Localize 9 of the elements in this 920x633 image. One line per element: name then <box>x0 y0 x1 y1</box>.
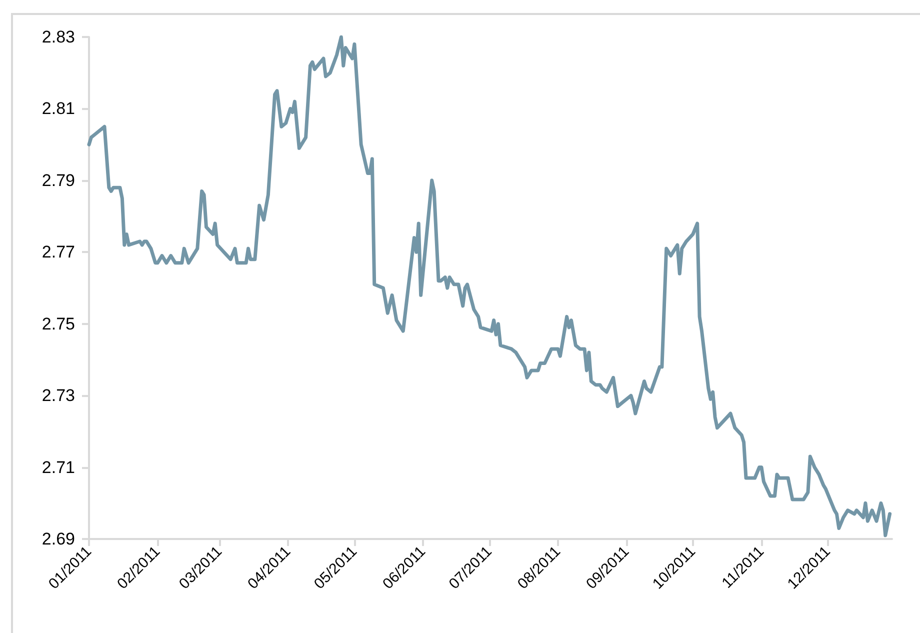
line-series <box>87 35 892 538</box>
y-tick-label: 2.69 <box>42 530 75 548</box>
y-tick-label: 2.73 <box>42 386 75 406</box>
y-tick-label: 2.83 <box>42 28 75 46</box>
y-tick-label: 2.71 <box>42 458 75 477</box>
y-tick-label: 2.77 <box>42 242 75 262</box>
y-tick-label: 2.75 <box>42 314 75 334</box>
y-tick-label: 2.81 <box>42 99 75 118</box>
y-tick-label: 2.79 <box>42 170 75 190</box>
